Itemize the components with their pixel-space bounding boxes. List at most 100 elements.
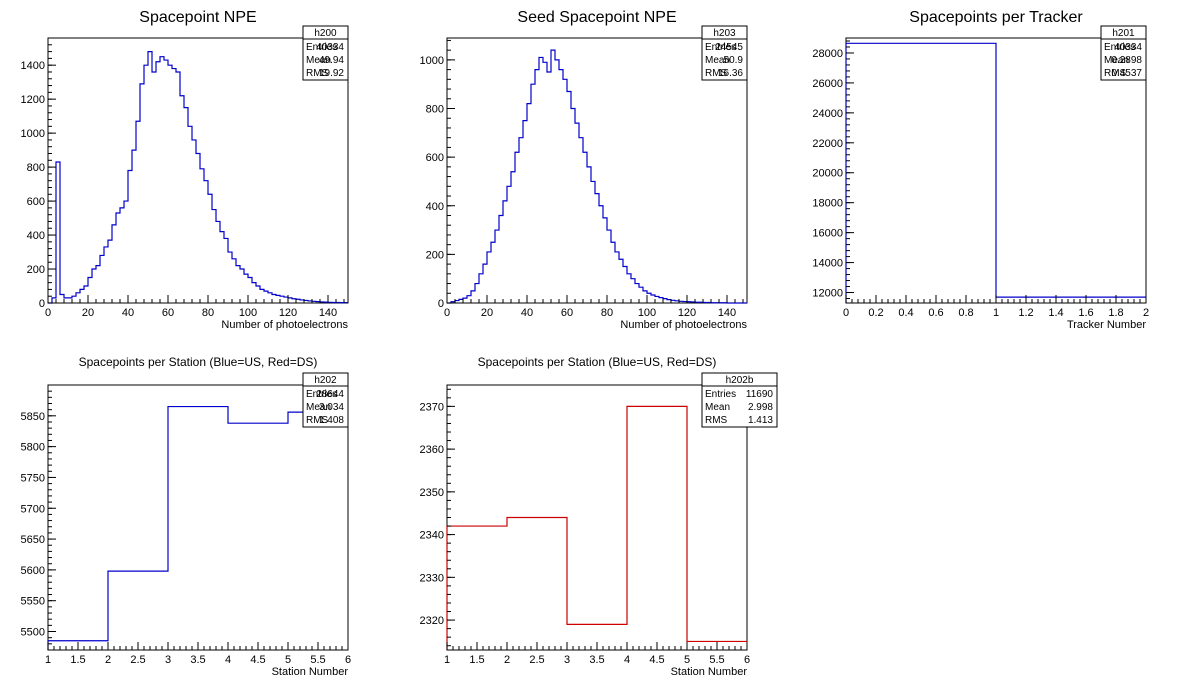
x-tick-label: 40: [521, 307, 533, 319]
stats-box: h202b Entries 11690 Mean 2.998 RMS 1.413: [701, 372, 778, 428]
histogram-panel-h201: Spacepoints per Tracker 0 0.2 0.4 0.6 0.8 1 1.2…: [812, 9, 1149, 331]
x-tick-label: 0: [444, 307, 450, 319]
histogram-line: [845, 42, 1146, 303]
y-tick-label: 26000: [812, 78, 843, 90]
x-tick-label: 1: [993, 307, 999, 319]
stats-box-frame: [1100, 25, 1147, 81]
x-tick-label: 4.5: [649, 654, 664, 666]
x-tick-label: 0.2: [868, 307, 883, 319]
y-tick-label: 0: [438, 298, 444, 310]
x-tick-label: 140: [718, 307, 736, 319]
y-tick-label: 5650: [21, 534, 45, 546]
y-tick-label: 5500: [21, 627, 45, 639]
stats-box-frame: [701, 25, 748, 81]
x-tick-label: 20: [82, 307, 94, 319]
x-tick-label: 2: [1143, 307, 1149, 319]
stats-label: RMS: [1104, 68, 1127, 79]
x-tick-label: 1.6: [1078, 307, 1093, 319]
x-tick-label: 0: [45, 307, 51, 319]
x-tick-label: 3.5: [190, 654, 205, 666]
x-axis-label: Station Number: [272, 666, 349, 678]
x-tick-label: 1.4: [1048, 307, 1063, 319]
stats-box-frame: [701, 372, 778, 428]
stats-value: 2.998: [748, 402, 773, 413]
stats-name: h202b: [726, 375, 754, 386]
x-tick-label: 4: [624, 654, 630, 666]
x-tick-label: 4.5: [250, 654, 265, 666]
x-tick-label: 120: [279, 307, 297, 319]
stats-value: 40334: [1114, 42, 1142, 53]
x-tick-label: 6: [345, 654, 351, 666]
chart-title: Spacepoints per Station (Blue=US, Red=DS…: [79, 355, 318, 369]
histogram-line: [47, 405, 348, 650]
y-tick-label: 22000: [812, 138, 843, 150]
stats-name: h203: [713, 28, 736, 39]
y-tick-label: 2370: [420, 401, 444, 413]
stats-label: Entries: [306, 42, 337, 53]
y-tick-label: 5800: [21, 442, 45, 454]
stats-value: 0.2898: [1111, 55, 1142, 66]
y-tick-label: 1000: [420, 55, 444, 67]
x-tick-label: 140: [319, 307, 337, 319]
stats-value: 1.413: [748, 415, 773, 426]
stats-label: Mean: [705, 55, 730, 66]
histogram-panel-h202: Spacepoints per Station (Blue=US, Red=DS…: [21, 355, 352, 678]
y-tick-label: 2350: [420, 487, 444, 499]
x-tick-label: 100: [239, 307, 257, 319]
x-tick-label: 5.5: [709, 654, 724, 666]
x-tick-label: 2: [105, 654, 111, 666]
x-axis-label: Number of photoelectrons: [620, 319, 747, 331]
histogram-line: [446, 405, 747, 650]
stats-value: 50.9: [724, 55, 744, 66]
chart-title: Seed Spacepoint NPE: [517, 9, 676, 26]
y-tick-label: 2320: [420, 615, 444, 627]
x-tick-label: 80: [202, 307, 214, 319]
y-tick-label: 1200: [21, 94, 45, 106]
stats-box-frame: [302, 25, 349, 81]
stats-label: Mean: [306, 55, 331, 66]
stats-value: 28644: [316, 389, 344, 400]
y-tick-label: 5600: [21, 565, 45, 577]
x-tick-label: 60: [561, 307, 573, 319]
y-tick-label: 16000: [812, 228, 843, 240]
y-tick-label: 1000: [21, 128, 45, 140]
y-tick-label: 2330: [420, 572, 444, 584]
x-axis-label: Tracker Number: [1067, 319, 1146, 331]
y-tick-label: 5550: [21, 596, 45, 608]
x-tick-label: 2.5: [529, 654, 544, 666]
histogram-panel-h202b: Spacepoints per Station (Blue=US, Red=DS…: [420, 355, 778, 678]
stats-value: 16.36: [718, 68, 743, 79]
x-tick-label: 2: [504, 654, 510, 666]
y-tick-label: 5750: [21, 472, 45, 484]
x-tick-label: 1.8: [1108, 307, 1123, 319]
y-tick-label: 24000: [812, 108, 843, 120]
x-tick-label: 1: [444, 654, 450, 666]
stats-value: 1.408: [319, 415, 344, 426]
stats-name: h200: [314, 28, 337, 39]
x-tick-label: 3: [165, 654, 171, 666]
stats-box-frame: [302, 372, 349, 428]
y-tick-label: 600: [426, 152, 444, 164]
stats-label: RMS: [306, 415, 329, 426]
stats-label: Entries: [705, 389, 736, 400]
y-tick-label: 18000: [812, 198, 843, 210]
x-tick-label: 1.5: [70, 654, 85, 666]
histogram-line: [48, 50, 348, 304]
stats-label: Mean: [306, 402, 331, 413]
stats-value: 24545: [715, 42, 743, 53]
stats-label: RMS: [705, 68, 728, 79]
x-tick-label: 40: [122, 307, 134, 319]
y-tick-label: 5850: [21, 411, 45, 423]
y-tick-label: 5700: [21, 503, 45, 515]
y-tick-label: 800: [27, 162, 45, 174]
stats-label: Entries: [1104, 42, 1135, 53]
x-tick-label: 5: [684, 654, 690, 666]
stats-name: h202: [314, 375, 337, 386]
stats-value: 0.4537: [1111, 68, 1142, 79]
y-tick-label: 1400: [21, 60, 45, 72]
y-tick-label: 2360: [420, 444, 444, 456]
stats-value: 49.94: [319, 55, 344, 66]
x-tick-label: 1.5: [469, 654, 484, 666]
